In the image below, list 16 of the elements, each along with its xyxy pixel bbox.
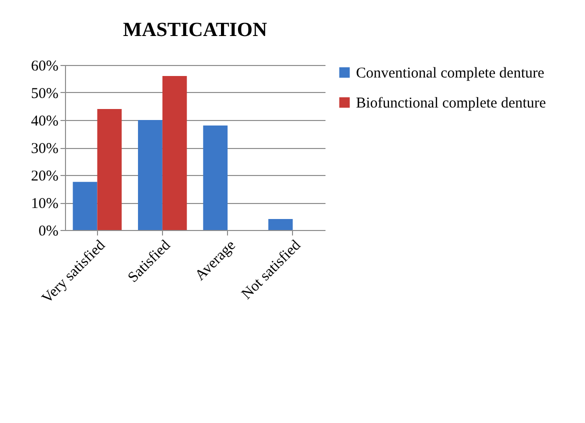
y-tick-label: 30% (31, 141, 58, 157)
y-tick-label: 60% (31, 58, 58, 74)
legend-label: Conventional complete denture (356, 66, 545, 82)
y-tick-label: 40% (31, 114, 58, 130)
bar (162, 76, 187, 230)
bar (203, 126, 228, 230)
y-tick-label: 20% (31, 168, 58, 184)
y-tick-label: 0% (38, 224, 58, 240)
y-tick-label: 10% (31, 196, 58, 212)
bar (138, 120, 162, 230)
legend-label: Biofunctional complete denture (356, 96, 546, 112)
chart-title: MASTICATION (122, 19, 268, 41)
bar (268, 219, 293, 230)
bar (97, 109, 122, 230)
y-tick-label: 50% (31, 86, 58, 102)
bar (72, 182, 98, 230)
